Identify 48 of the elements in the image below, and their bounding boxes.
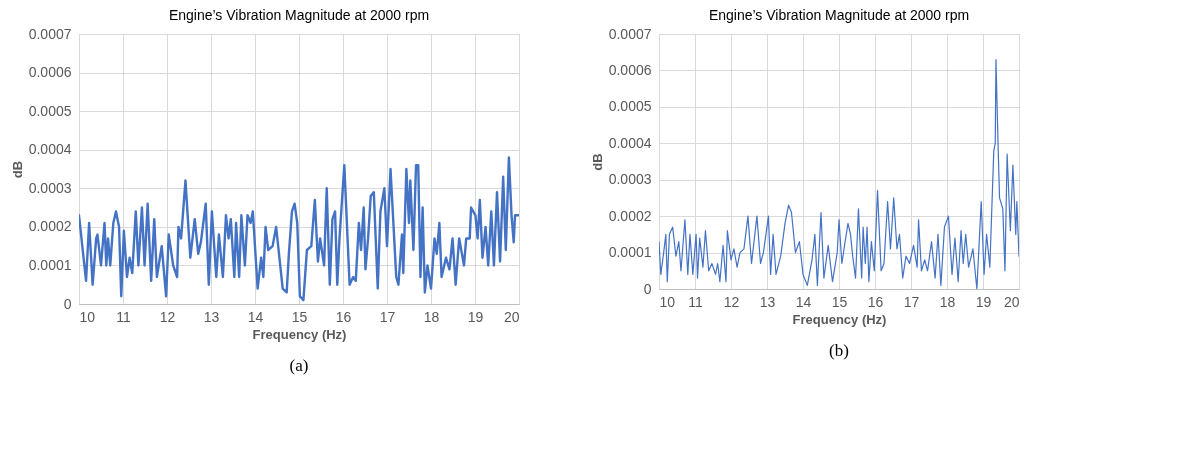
x-axis-title: Frequency (Hz): [792, 311, 887, 327]
x-tick-label: 18: [939, 293, 956, 310]
x-tick-label: 20: [503, 308, 520, 325]
x-tick-label: 13: [203, 308, 220, 325]
x-tick-label: 14: [247, 308, 264, 325]
y-tick-label: 0.0005: [28, 102, 72, 119]
x-tick-label: 13: [759, 293, 776, 310]
y-axis-title: dB: [9, 160, 25, 179]
y-tick-label: 0.0002: [608, 207, 652, 224]
y-tick-label: 0.0006: [608, 61, 652, 78]
x-tick-label: 17: [379, 308, 396, 325]
x-tick-label: 11: [688, 293, 703, 310]
x-tick-label: 14: [795, 293, 812, 310]
y-tick-label: 0.0005: [608, 98, 652, 115]
x-tick-label: 15: [831, 293, 848, 310]
x-tick-label: 12: [159, 308, 176, 325]
x-tick-label: 16: [335, 308, 352, 325]
x-tick-label: 16: [867, 293, 884, 310]
y-tick-label: 0.0007: [608, 25, 652, 42]
y-tick-label: 0.0002: [28, 218, 72, 235]
x-tick-label: 19: [467, 308, 484, 325]
x-tick-label: 11: [116, 308, 131, 325]
x-tick-label: 19: [975, 293, 992, 310]
line-series: [79, 156, 519, 302]
x-tick-label: 10: [79, 308, 96, 325]
x-tick-label: 18: [423, 308, 440, 325]
y-tick-label: 0.0001: [608, 244, 652, 261]
chart-title: Engine’s Vibration Magnitude at 2000 rpm: [168, 7, 430, 23]
x-tick-label: 12: [723, 293, 740, 310]
x-tick-label: 10: [659, 293, 676, 310]
y-tick-label: 0.0004: [28, 141, 72, 158]
chart-title: Engine’s Vibration Magnitude at 2000 rpm: [708, 7, 970, 23]
y-tick-label: 0: [63, 295, 72, 312]
y-tick-label: 0.0003: [608, 171, 652, 188]
y-tick-label: 0.0001: [28, 256, 72, 273]
y-tick-label: 0: [643, 280, 652, 297]
y-tick-label: 0.0006: [28, 64, 72, 81]
y-tick-label: 0.0007: [28, 25, 72, 42]
x-tick-label: 20: [1003, 293, 1020, 310]
y-axis-title: dB: [589, 153, 605, 171]
y-tick-label: 0.0004: [608, 134, 652, 151]
x-tick-label: 17: [903, 293, 920, 310]
text: (a): [289, 356, 309, 375]
line-series: [659, 58, 1019, 289]
text: (b): [829, 341, 849, 360]
y-tick-label: 0.0003: [28, 179, 72, 196]
x-axis-title: Frequency (Hz): [252, 326, 347, 342]
x-tick-label: 15: [291, 308, 308, 325]
